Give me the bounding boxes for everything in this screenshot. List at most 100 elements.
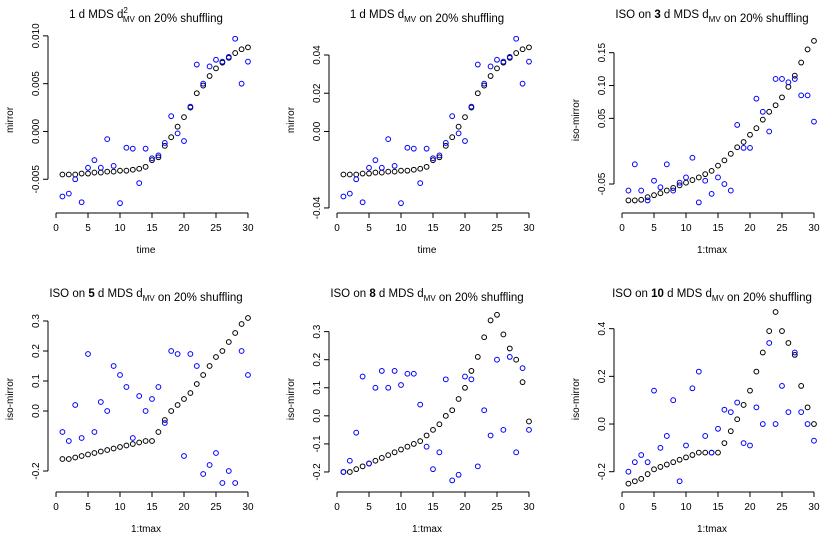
point [372,169,379,176]
point [206,63,213,70]
point [65,190,72,197]
point [689,177,696,183]
point [346,171,353,178]
panel-title: ISO on 8 d MDS dMV on 20% shuffling [330,288,523,304]
x-tick-label: 20 [744,223,756,234]
point [129,145,136,152]
point [670,187,677,194]
point [772,309,779,315]
point [638,475,645,482]
point [353,429,360,436]
point [359,170,366,177]
x-tick-label: 30 [523,223,535,234]
point [417,165,424,172]
point [232,35,239,42]
point [232,480,239,486]
y-tick-label: 0.00 [312,121,323,141]
x-tick-label: 15 [712,223,724,234]
point [78,435,85,441]
point [85,451,91,458]
point [85,164,91,171]
point [791,72,798,79]
point [811,37,817,44]
point [85,351,91,357]
point [734,144,741,151]
point [213,450,219,456]
point [683,454,689,461]
point [759,116,766,123]
x-tick-label: 25 [776,223,788,234]
y-tick-label: 0.010 [31,23,42,48]
point [353,466,360,473]
point [213,65,219,72]
y-tick-label: 0.04 [312,45,323,65]
point [449,113,456,120]
point [91,429,98,435]
point [715,162,721,169]
point [187,390,194,396]
point [123,167,130,174]
point [766,328,773,334]
point [187,351,194,357]
point [526,418,532,425]
point [695,449,702,456]
title-text: on 20% shuffling [721,13,809,25]
x-tick-label: 30 [523,502,535,513]
point [97,399,104,405]
point [385,168,392,175]
y-tick-label: 0.4 [597,321,608,335]
title-text: on 20% shuffling [135,13,223,25]
point [442,140,449,146]
point [213,56,219,63]
point [500,58,507,65]
point [423,163,430,170]
point [721,440,728,446]
x-tick-label: 5 [85,223,91,234]
point [727,428,734,435]
y-axis-label: iso-mirror [286,377,297,420]
y-axis-label: iso-mirror [571,98,582,141]
point [779,76,785,82]
point [683,442,689,449]
point [651,387,657,394]
point [110,445,117,452]
point [804,404,811,411]
point [772,421,779,427]
point [123,442,130,449]
point [238,321,245,327]
x-tick-label: 25 [776,502,788,513]
point [638,196,645,203]
point [340,193,347,200]
point [455,130,462,137]
point [181,114,187,121]
point [423,432,430,439]
point [346,190,353,197]
point [97,448,104,455]
x-tick-label: 0 [619,223,625,234]
y-tick-label: 0.3 [31,314,42,328]
x-tick-label: 0 [619,502,625,513]
point [59,193,66,200]
point [708,449,715,456]
x-tick-label: 0 [53,223,59,234]
point [149,155,155,162]
x-tick-label: 20 [178,223,190,234]
x-tick-label: 0 [53,502,59,513]
y-tick-label: 0.0 [312,408,323,422]
point [683,174,689,181]
point [676,478,683,485]
x-tick-label: 15 [146,223,158,234]
point [721,181,728,187]
x-tick-label: 5 [366,223,372,234]
point [747,387,753,394]
point [625,468,632,475]
point [663,461,670,468]
point [78,170,85,177]
y-tick-label: 0.15 [597,43,608,63]
point [353,171,360,178]
title-bold: 3 [654,9,660,21]
point [481,80,488,87]
point [346,457,353,464]
y-axis-label: iso-mirror [571,377,582,420]
